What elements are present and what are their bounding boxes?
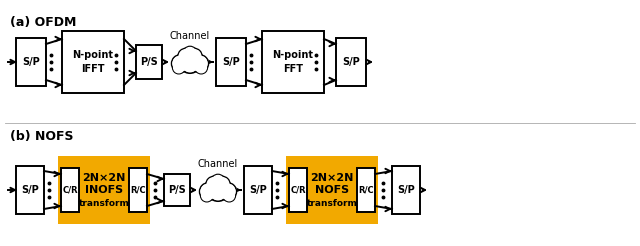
Circle shape bbox=[202, 190, 212, 201]
Bar bbox=[286, 156, 378, 224]
Circle shape bbox=[192, 56, 207, 71]
Text: S/P: S/P bbox=[249, 185, 267, 195]
Circle shape bbox=[201, 189, 213, 202]
Bar bbox=[216, 38, 246, 86]
Circle shape bbox=[209, 181, 228, 200]
Bar bbox=[129, 168, 147, 212]
Text: transform: transform bbox=[307, 199, 357, 207]
Circle shape bbox=[220, 184, 235, 199]
Bar bbox=[16, 38, 46, 86]
Circle shape bbox=[212, 175, 224, 187]
Circle shape bbox=[201, 184, 216, 199]
Text: R/C: R/C bbox=[358, 185, 374, 195]
Circle shape bbox=[180, 52, 200, 72]
Circle shape bbox=[173, 56, 188, 71]
Circle shape bbox=[200, 183, 217, 200]
Bar bbox=[62, 31, 124, 93]
Circle shape bbox=[211, 174, 225, 188]
Text: C/R: C/R bbox=[290, 185, 306, 195]
Text: C/R: C/R bbox=[62, 185, 78, 195]
Text: S/P: S/P bbox=[397, 185, 415, 195]
Circle shape bbox=[179, 51, 201, 73]
Bar bbox=[336, 38, 366, 86]
Bar bbox=[61, 168, 79, 212]
Circle shape bbox=[196, 62, 206, 73]
Circle shape bbox=[173, 62, 184, 73]
Text: S/P: S/P bbox=[342, 57, 360, 67]
Circle shape bbox=[186, 48, 202, 64]
Circle shape bbox=[214, 176, 230, 192]
Text: S/P: S/P bbox=[21, 185, 39, 195]
Text: (a) OFDM: (a) OFDM bbox=[10, 16, 76, 29]
Text: Channel: Channel bbox=[170, 31, 210, 41]
Circle shape bbox=[207, 179, 229, 201]
Circle shape bbox=[206, 176, 222, 192]
Text: INOFS: INOFS bbox=[85, 185, 123, 195]
Text: R/C: R/C bbox=[130, 185, 146, 195]
Text: 2N×2N: 2N×2N bbox=[83, 173, 125, 183]
Text: N-point: N-point bbox=[273, 50, 314, 60]
Circle shape bbox=[178, 48, 194, 64]
Circle shape bbox=[207, 178, 221, 191]
Circle shape bbox=[173, 62, 185, 74]
Circle shape bbox=[184, 47, 196, 59]
Text: IFFT: IFFT bbox=[81, 64, 105, 74]
Bar bbox=[16, 166, 44, 214]
Circle shape bbox=[215, 178, 229, 191]
Text: P/S: P/S bbox=[140, 57, 158, 67]
Circle shape bbox=[219, 183, 236, 200]
Text: S/P: S/P bbox=[222, 57, 240, 67]
Circle shape bbox=[195, 62, 207, 74]
Circle shape bbox=[183, 46, 196, 60]
Text: 2N×2N: 2N×2N bbox=[310, 173, 354, 183]
Text: Channel: Channel bbox=[198, 159, 238, 169]
Circle shape bbox=[224, 190, 234, 201]
Circle shape bbox=[191, 55, 209, 72]
Bar bbox=[357, 168, 375, 212]
Bar bbox=[164, 174, 190, 206]
Circle shape bbox=[187, 50, 201, 63]
Circle shape bbox=[223, 189, 236, 202]
Bar bbox=[244, 166, 272, 214]
Text: FFT: FFT bbox=[283, 64, 303, 74]
Text: N-point: N-point bbox=[72, 50, 113, 60]
Text: (b) NOFS: (b) NOFS bbox=[10, 130, 74, 143]
Bar bbox=[262, 31, 324, 93]
Circle shape bbox=[179, 50, 193, 63]
Bar bbox=[136, 45, 162, 79]
Text: S/P: S/P bbox=[22, 57, 40, 67]
Bar bbox=[58, 156, 150, 224]
Bar bbox=[392, 166, 420, 214]
Text: transform: transform bbox=[79, 199, 129, 207]
Text: NOFS: NOFS bbox=[315, 185, 349, 195]
Bar bbox=[289, 168, 307, 212]
Circle shape bbox=[172, 55, 189, 72]
Text: P/S: P/S bbox=[168, 185, 186, 195]
